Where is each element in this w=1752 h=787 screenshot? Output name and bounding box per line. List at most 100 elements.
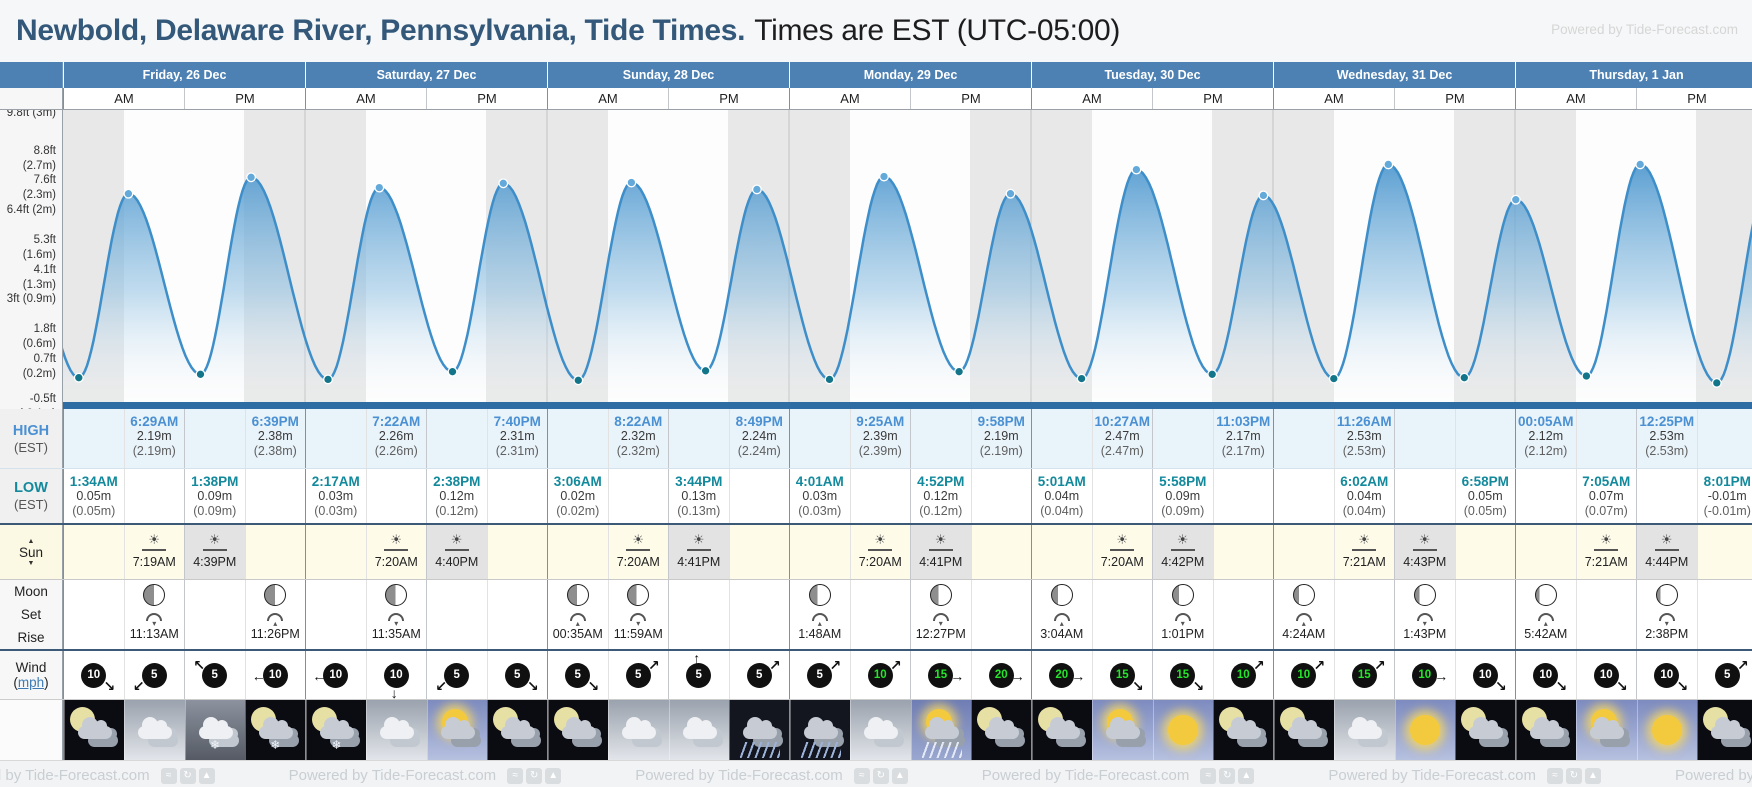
weather-snowflake-icon[interactable]: ❄: [270, 738, 281, 752]
day-header[interactable]: Wednesday, 31 Dec: [1273, 62, 1515, 88]
tide-entry[interactable]: 6:29AM 2.19m (2.19m): [130, 409, 178, 459]
weather-cloud-icon[interactable]: [864, 717, 899, 739]
tide-height-alt[interactable]: (2.31m): [495, 444, 539, 458]
wind-direction-arrow-icon[interactable]: ↗: [648, 656, 660, 673]
moon-cell[interactable]: [426, 580, 487, 649]
sunset-time[interactable]: 4:43PM: [1403, 554, 1447, 569]
moon-cell[interactable]: ▾ 2:38PM: [1636, 580, 1697, 649]
tide-height[interactable]: 0.12m: [923, 489, 959, 503]
tide-height-alt[interactable]: (0.03m): [314, 504, 358, 518]
sun-day-column[interactable]: 7:20AM 4:41PM: [547, 525, 789, 579]
tide-time[interactable]: 9:25AM: [856, 414, 905, 429]
weather-icon-rain-night[interactable]: [728, 700, 789, 760]
y-axis-label[interactable]: 8.8ft (2.7m): [22, 144, 56, 172]
high-tide-cell[interactable]: [790, 409, 850, 468]
low-tide-cell[interactable]: 1:38PM 0.09m (0.09m): [184, 469, 245, 523]
wind-cell[interactable]: 5 ↗: [728, 651, 790, 699]
wind-speed-value[interactable]: 5: [151, 669, 158, 681]
low-tide-cell[interactable]: [1274, 469, 1334, 523]
wind-direction-arrow-icon[interactable]: →: [1071, 667, 1086, 684]
weather-snowflake-icon[interactable]: ❄: [331, 738, 342, 752]
moon-arc-caret[interactable]: ▴: [273, 619, 278, 628]
tide-entry[interactable]: 00:05AM 2.12m (2.12m): [1518, 409, 1574, 459]
high-tide-cell[interactable]: [910, 409, 971, 468]
high-tide-cell[interactable]: [426, 409, 487, 468]
tide-height[interactable]: 2.31m: [499, 429, 535, 443]
wind-speed-icon[interactable]: 5 ↗: [746, 658, 781, 688]
wind-cell[interactable]: 5 ↗: [1696, 651, 1752, 699]
weather-day-column[interactable]: ❄: [305, 700, 547, 760]
moon-cell[interactable]: [1454, 580, 1516, 649]
moon-arc-caret[interactable]: ▾: [394, 619, 399, 628]
tide-height[interactable]: 2.24m: [741, 429, 777, 443]
mph-unit-link[interactable]: mph: [17, 675, 45, 690]
weather-icon-sun-cloud[interactable]: [1092, 700, 1153, 760]
wind-speed-value[interactable]: 10: [329, 669, 343, 681]
tide-entry[interactable]: 4:01AM 0.03m (0.03m): [796, 469, 844, 519]
footer-refresh-icon[interactable]: ↻: [872, 767, 889, 784]
tide-time[interactable]: 8:01PM: [1703, 474, 1751, 489]
high-tide-cell[interactable]: 6:39PM 2.38m (2.38m): [244, 409, 306, 468]
sunrise-cell[interactable]: 7:21AM: [1333, 525, 1394, 579]
ampm-cell[interactable]: PM: [1636, 88, 1752, 109]
low-tide-cell[interactable]: 4:52PM 0.12m (0.12m): [910, 469, 971, 523]
sunset-cell[interactable]: 4:41PM: [910, 525, 971, 579]
sunrise-time[interactable]: 7:20AM: [1100, 554, 1144, 569]
tide-time[interactable]: 9:58PM: [977, 414, 1025, 429]
tide-time[interactable]: 5:01AM: [1037, 474, 1086, 489]
high-tide-cell[interactable]: 9:25AM 2.39m (2.39m): [849, 409, 911, 468]
wind-direction-arrow-icon[interactable]: →: [950, 667, 965, 684]
tide-height[interactable]: 2.19m: [983, 429, 1019, 443]
weather-cloud-icon[interactable]: [562, 717, 596, 739]
moon-arc-caret[interactable]: ▾: [152, 619, 157, 628]
wind-direction-arrow-icon[interactable]: ↗: [1313, 656, 1326, 673]
tide-height-alt[interactable]: (0.12m): [435, 504, 479, 518]
weather-icon-cloudy[interactable]: [608, 700, 669, 760]
footer-mountain-icon[interactable]: ▲: [891, 767, 908, 784]
moon-phase-icon[interactable]: [1655, 584, 1678, 606]
low-tide-cell[interactable]: 5:58PM 0.09m (0.09m): [1152, 469, 1213, 523]
tide-day-column[interactable]: 00:05AM 2.12m (2.12m) 12:25PM 2.53m (2.53m): [1515, 409, 1752, 468]
footer-powered-by-text[interactable]: Powered by Tide-Forecast.com: [981, 767, 1190, 784]
high-tide-cell[interactable]: [1575, 409, 1637, 468]
weather-icon-cloudy[interactable]: [366, 700, 427, 760]
sunset-icon[interactable]: [1170, 536, 1195, 551]
wind-speed-icon[interactable]: 15 →: [928, 662, 964, 688]
wind-direction-arrow-icon[interactable]: ↙: [435, 677, 447, 694]
moon-cell[interactable]: [1212, 580, 1274, 649]
tide-time[interactable]: 7:22AM: [372, 414, 421, 429]
wind-direction-arrow-icon[interactable]: ↗: [829, 656, 842, 673]
wind-cell[interactable]: 10 ↓: [365, 651, 427, 699]
tide-height[interactable]: 0.09m: [197, 489, 233, 503]
footer-refresh-icon[interactable]: ↻: [526, 767, 543, 784]
sunrise-time[interactable]: 7:19AM: [132, 554, 176, 569]
tide-entry[interactable]: 7:05AM 0.07m (0.07m): [1582, 469, 1630, 519]
wind-speed-value[interactable]: 10: [1660, 669, 1674, 681]
wind-direction-arrow-icon[interactable]: ↘: [1132, 677, 1144, 694]
tide-entry[interactable]: 4:52PM 0.12m (0.12m): [917, 469, 964, 519]
tide-day-column[interactable]: 10:27AM 2.47m (2.47m) 11:03PM 2.17m (2.17m): [1031, 409, 1273, 468]
wind-cell[interactable]: 10 ↗: [849, 651, 911, 699]
wind-speed-icon[interactable]: 5 ↗: [1714, 658, 1749, 688]
wind-speed-value[interactable]: 10: [389, 669, 403, 681]
footer-mountain-icon[interactable]: ▲: [198, 767, 215, 784]
wind-day-column[interactable]: 10 ← 10 ↓ 5 ↙ 5 ↘: [305, 651, 547, 699]
footer-powered-by[interactable]: Powered by Tide-Forecast.com ≈↻▲: [635, 767, 908, 784]
sun-day-column[interactable]: 7:20AM 4:41PM: [789, 525, 1031, 579]
tide-entry[interactable]: 5:58PM 0.09m (0.09m): [1159, 469, 1206, 519]
tide-entry[interactable]: 7:40PM 2.31m (2.31m): [494, 409, 541, 459]
sunset-cell[interactable]: 4:42PM: [1152, 525, 1213, 579]
wind-speed-icon[interactable]: 10 ↘: [1654, 662, 1688, 693]
low-tide-cell[interactable]: 2:17AM 0.03m (0.03m): [306, 469, 366, 523]
weather-icon-cloudy[interactable]: [668, 700, 729, 760]
moonset-icon[interactable]: [388, 613, 405, 621]
wind-direction-arrow-icon[interactable]: ↘: [1555, 677, 1568, 694]
tide-day-column[interactable]: 5:01AM 0.04m (0.04m) 5:58PM 0.09m (0.09m): [1031, 469, 1273, 523]
tide-entry[interactable]: 12:25PM 2.53m (2.53m): [1639, 409, 1694, 459]
wind-direction-arrow-icon[interactable]: ↘: [1192, 677, 1205, 694]
weather-rain-icon[interactable]: [801, 742, 841, 758]
high-tide-cell[interactable]: 9:58PM 2.19m (2.19m): [970, 409, 1032, 468]
wind-cell[interactable]: 10 ←: [306, 651, 366, 699]
wind-cell[interactable]: 5 ↘: [486, 651, 548, 699]
sun-empty-cell[interactable]: [548, 525, 608, 579]
